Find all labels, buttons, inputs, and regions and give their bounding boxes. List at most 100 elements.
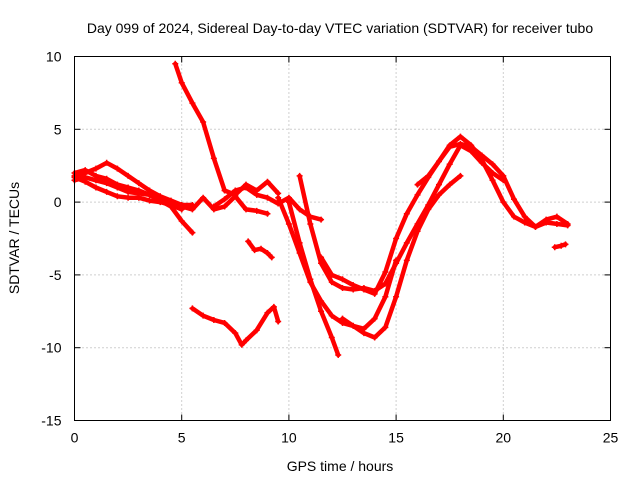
data-point <box>125 194 132 201</box>
data-point <box>251 247 258 254</box>
data-point <box>189 100 196 107</box>
data-point <box>189 305 196 312</box>
data-point <box>521 219 528 226</box>
data-point <box>425 206 432 213</box>
data-point <box>318 308 325 315</box>
data-point <box>82 178 89 185</box>
data-point <box>382 324 389 331</box>
data-point <box>543 216 550 223</box>
data-point <box>270 303 277 310</box>
data-point <box>489 161 496 168</box>
data-point <box>238 341 245 348</box>
data-point <box>339 315 346 322</box>
data-point <box>532 223 539 230</box>
data-point <box>92 177 99 184</box>
data-point <box>446 161 453 168</box>
data-point <box>350 282 357 289</box>
data-point <box>253 327 260 334</box>
data-point <box>189 206 196 213</box>
data-point <box>157 199 164 206</box>
data-point <box>335 351 342 358</box>
data-point <box>328 279 335 286</box>
data-point <box>285 199 292 206</box>
data-point <box>296 206 303 213</box>
data-point <box>339 276 346 283</box>
series-trace-8 <box>286 199 341 358</box>
data-point <box>232 330 239 337</box>
data-point <box>468 143 475 150</box>
data-point <box>125 188 132 195</box>
data-point <box>243 206 250 213</box>
x-tick-label: 20 <box>496 430 512 446</box>
data-point <box>500 199 507 206</box>
data-series <box>71 60 571 358</box>
data-point <box>446 143 453 150</box>
data-point <box>189 229 196 236</box>
axis-ticks: 0 5 10 15 20 25 -15 -10 -5 0 5 10 <box>41 49 618 446</box>
data-point <box>307 220 314 227</box>
data-point <box>457 172 464 179</box>
data-point <box>435 191 442 198</box>
data-point <box>264 194 271 201</box>
data-point <box>414 228 421 235</box>
data-point <box>210 155 217 162</box>
x-tick-label: 5 <box>178 430 186 446</box>
data-point <box>167 202 174 209</box>
data-point <box>403 257 410 264</box>
data-point <box>328 271 335 278</box>
data-point <box>553 213 560 220</box>
data-point <box>393 235 400 242</box>
y-tick-label: 10 <box>46 49 62 65</box>
chart-title: Day 099 of 2024, Sidereal Day-to-day VTE… <box>87 20 594 36</box>
data-point <box>558 242 565 249</box>
data-point <box>200 312 207 319</box>
x-tick-label: 10 <box>281 430 297 446</box>
x-tick-label: 0 <box>71 430 79 446</box>
data-point <box>258 245 265 252</box>
data-point <box>414 181 421 188</box>
data-point <box>457 140 464 147</box>
y-tick-label: 5 <box>54 121 62 137</box>
data-point <box>135 180 142 187</box>
y-tick-label: 0 <box>54 194 62 210</box>
data-point <box>489 177 496 184</box>
grid-lines <box>74 56 611 421</box>
data-point <box>307 276 314 283</box>
data-point <box>328 334 335 341</box>
data-point <box>92 165 99 172</box>
data-point <box>350 322 357 329</box>
y-tick-label: -10 <box>41 340 61 356</box>
data-point <box>414 191 421 198</box>
data-point <box>435 181 442 188</box>
data-point <box>135 194 142 201</box>
data-point <box>103 180 110 187</box>
data-point <box>275 194 282 201</box>
data-point <box>382 293 389 300</box>
data-point <box>403 239 410 246</box>
data-point <box>210 203 217 210</box>
data-point <box>403 210 410 217</box>
x-tick-label: 15 <box>388 430 404 446</box>
y-tick-label: -5 <box>49 267 62 283</box>
data-point <box>425 172 432 179</box>
data-point <box>221 319 228 326</box>
data-point <box>564 220 571 227</box>
series-trace-7 <box>275 195 399 332</box>
data-point <box>382 280 389 287</box>
data-point <box>125 172 132 179</box>
data-point <box>245 238 252 245</box>
data-point <box>382 268 389 275</box>
data-point <box>243 337 250 344</box>
data-point <box>500 172 507 179</box>
plot-frame <box>74 56 611 421</box>
series-trace-9 <box>297 143 506 294</box>
data-point <box>275 318 282 325</box>
data-point <box>360 330 367 337</box>
data-point <box>318 254 325 261</box>
data-point <box>264 250 271 257</box>
data-point <box>146 197 153 204</box>
data-point <box>178 218 185 225</box>
data-point <box>296 239 303 246</box>
data-point <box>264 210 271 217</box>
data-point <box>253 207 260 214</box>
